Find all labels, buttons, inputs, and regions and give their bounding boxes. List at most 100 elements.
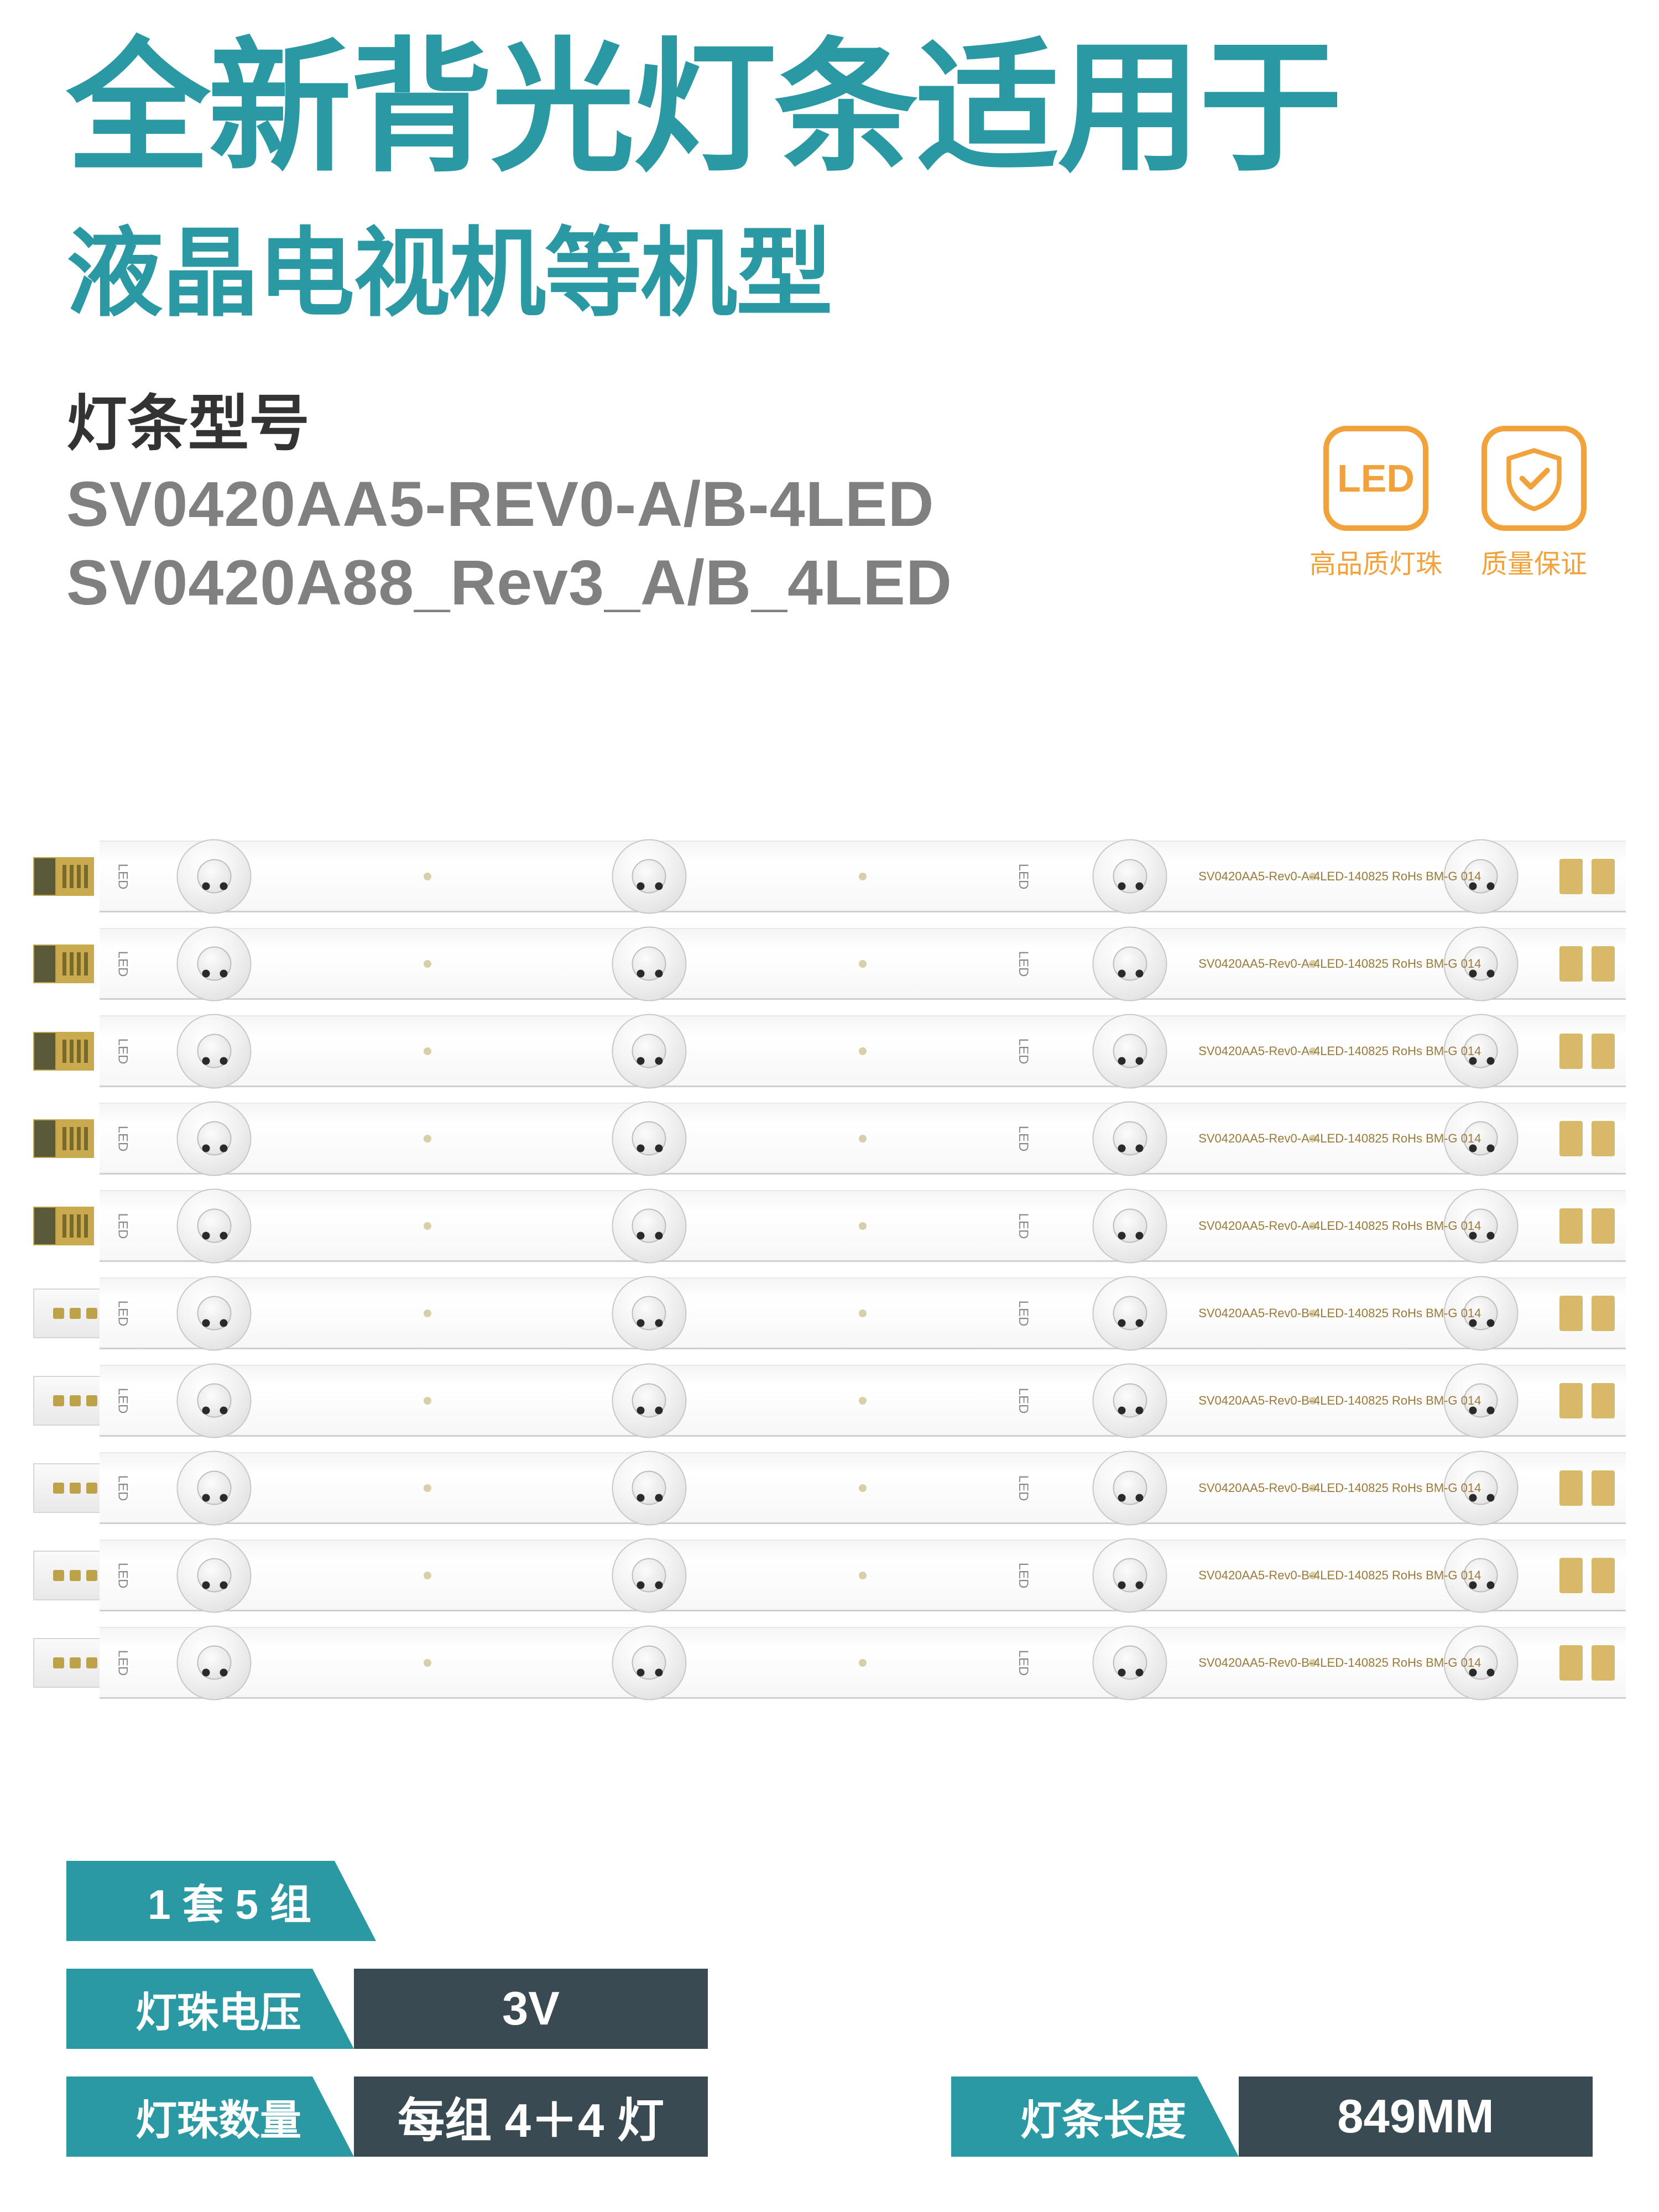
strip-led-label: LED (1015, 1300, 1031, 1326)
spec-label: 1 套 5 组 (66, 1861, 376, 1941)
led-bead-icon (612, 1538, 686, 1613)
strip-print-text: SV0420AA5-Rev0-A-4LED-140825 RoHs BM-G 0… (1198, 869, 1481, 884)
badge-caption-0: 高品质灯珠 (1310, 542, 1442, 581)
strip-led-label: LED (1015, 1213, 1031, 1239)
solder-pads-icon (1559, 1034, 1615, 1069)
strip-body: LEDLEDSV0420AA5-Rev0-B-4LED-140825 RoHs … (100, 1540, 1626, 1611)
led-strip-a: LEDLEDSV0420AA5-Rev0-A-4LED-140825 RoHs … (33, 928, 1626, 1000)
mount-hole-icon (859, 1135, 867, 1142)
strip-print-text: SV0420AA5-Rev0-B-4LED-140825 RoHs BM-G 0… (1198, 1656, 1481, 1670)
led-bead-icon (177, 1188, 252, 1263)
strip-print-text: SV0420AA5-Rev0-A-4LED-140825 RoHs BM-G 0… (1198, 1131, 1481, 1146)
mount-hole-icon (424, 1484, 431, 1492)
mount-hole-icon (859, 1222, 867, 1230)
title-sub: 液晶电视机等机型 (66, 195, 1593, 335)
led-bead-icon (177, 1625, 252, 1700)
connector-a-icon (33, 841, 100, 912)
mount-hole-icon (859, 1397, 867, 1405)
led-strip-b: LEDLEDSV0420AA5-Rev0-B-4LED-140825 RoHs … (33, 1540, 1626, 1611)
mount-hole-icon (424, 1047, 431, 1055)
spec-value: 849MM (1239, 2077, 1593, 2157)
led-bead-icon (1093, 1538, 1167, 1613)
mount-hole-icon (424, 1397, 431, 1405)
spec-right: 灯条长度849MM (951, 2077, 1593, 2157)
connector-a-icon (33, 1103, 100, 1175)
led-bead-icon (1093, 1101, 1167, 1176)
led-bead-icon (612, 1451, 686, 1525)
solder-pads-icon (1559, 1208, 1615, 1244)
spec-label: 灯珠电压 (66, 1969, 354, 2049)
mount-hole-icon (859, 1310, 867, 1317)
solder-pads-icon (1559, 1470, 1615, 1506)
led-bead-icon (177, 1363, 252, 1438)
mount-hole-icon (859, 873, 867, 880)
strip-led-label: LED (1015, 1038, 1031, 1064)
led-bead-icon (612, 1188, 686, 1263)
strip-led-label: LED (1015, 1475, 1031, 1501)
strip-led-label: LED (115, 1300, 131, 1326)
badge-1: 质量保证 (1481, 426, 1587, 581)
mount-hole-icon (424, 1659, 431, 1667)
strip-led-label: LED (115, 863, 131, 889)
led-bead-icon (612, 1363, 686, 1438)
led-bead-icon (177, 926, 252, 1001)
strip-body: LEDLEDSV0420AA5-Rev0-B-4LED-140825 RoHs … (100, 1365, 1626, 1437)
connector-a-icon (33, 1190, 100, 1262)
mount-hole-icon (424, 1310, 431, 1317)
led-bead-icon (177, 1276, 252, 1350)
mount-hole-icon (424, 1222, 431, 1230)
led-icon-text: LED (1337, 456, 1415, 500)
led-bead-icon (177, 839, 252, 914)
connector-b-icon (33, 1365, 100, 1437)
led-bead-icon (177, 1538, 252, 1613)
strip-led-label: LED (115, 1125, 131, 1151)
connector-b-icon (33, 1627, 100, 1699)
led-bead-icon (1093, 839, 1167, 914)
strip-led-label: LED (115, 1387, 131, 1413)
strip-body: LEDLEDSV0420AA5-Rev0-B-4LED-140825 RoHs … (100, 1452, 1626, 1524)
solder-pads-icon (1559, 1645, 1615, 1681)
mount-hole-icon (859, 1484, 867, 1492)
led-bead-icon (1093, 1014, 1167, 1088)
led-bead-icon (612, 1014, 686, 1088)
spec-row-left-1: 灯珠电压3V (66, 1969, 708, 2049)
led-bead-icon (177, 1451, 252, 1525)
solder-pads-icon (1559, 1558, 1615, 1593)
solder-pads-icon (1559, 859, 1615, 894)
led-bead-icon (1093, 1363, 1167, 1438)
led-bead-icon (612, 1276, 686, 1350)
mount-hole-icon (859, 1047, 867, 1055)
strip-body: LEDLEDSV0420AA5-Rev0-A-4LED-140825 RoHs … (100, 1015, 1626, 1087)
strips-area: LED LED SV0420AA5-Rev0-A-4LED-140825 RoHs … (33, 841, 1626, 1714)
led-bead-icon (177, 1014, 252, 1088)
strip-led-label: LED (1015, 1125, 1031, 1151)
strip-led-label: LED (1015, 863, 1031, 889)
badges: LED 高品质灯珠质量保证 (1310, 426, 1587, 581)
led-bead-icon (1093, 1451, 1167, 1525)
solder-pads-icon (1559, 1296, 1615, 1331)
led-strip-b: LEDLEDSV0420AA5-Rev0-B-4LED-140825 RoHs … (33, 1627, 1626, 1699)
led-strip-b: LEDLEDSV0420AA5-Rev0-B-4LED-140825 RoHs … (33, 1365, 1626, 1437)
led-strip-b: LEDLEDSV0420AA5-Rev0-B-4LED-140825 RoHs … (33, 1277, 1626, 1349)
strip-body: LED LED SV0420AA5-Rev0-A-4LED-140825 RoHs … (100, 1103, 1626, 1175)
connector-a-icon (33, 1015, 100, 1087)
led-bead-icon (1093, 1276, 1167, 1350)
mount-hole-icon (424, 960, 431, 968)
strip-body: LED LED SV0420AA5-Rev0-A-4LED-140825 RoHs … (100, 841, 1626, 912)
badge-0: LED 高品质灯珠 (1310, 426, 1442, 581)
strip-print-text: SV0420AA5-Rev0-A-4LED-140825 RoHs BM-G 0… (1198, 1219, 1481, 1233)
led-strip-a: LEDLEDSV0420AA5-Rev0-A-4LED-140825 RoHs … (33, 1015, 1626, 1087)
strip-led-label: LED (1015, 1562, 1031, 1588)
mount-hole-icon (424, 1135, 431, 1142)
led-strip-a: LED LED SV0420AA5-Rev0-A-4LED-140825 RoHs … (33, 841, 1626, 912)
led-bead-icon (1093, 1625, 1167, 1700)
connector-a-icon (33, 928, 100, 1000)
led-bead-icon (1093, 1188, 1167, 1263)
mount-hole-icon (859, 960, 867, 968)
led-bead-icon (612, 926, 686, 1001)
strip-led-label: LED (1015, 951, 1031, 977)
strip-led-label: LED (115, 1650, 131, 1676)
mount-hole-icon (424, 873, 431, 880)
led-bead-icon (177, 1101, 252, 1176)
strip-led-label: LED (115, 1213, 131, 1239)
